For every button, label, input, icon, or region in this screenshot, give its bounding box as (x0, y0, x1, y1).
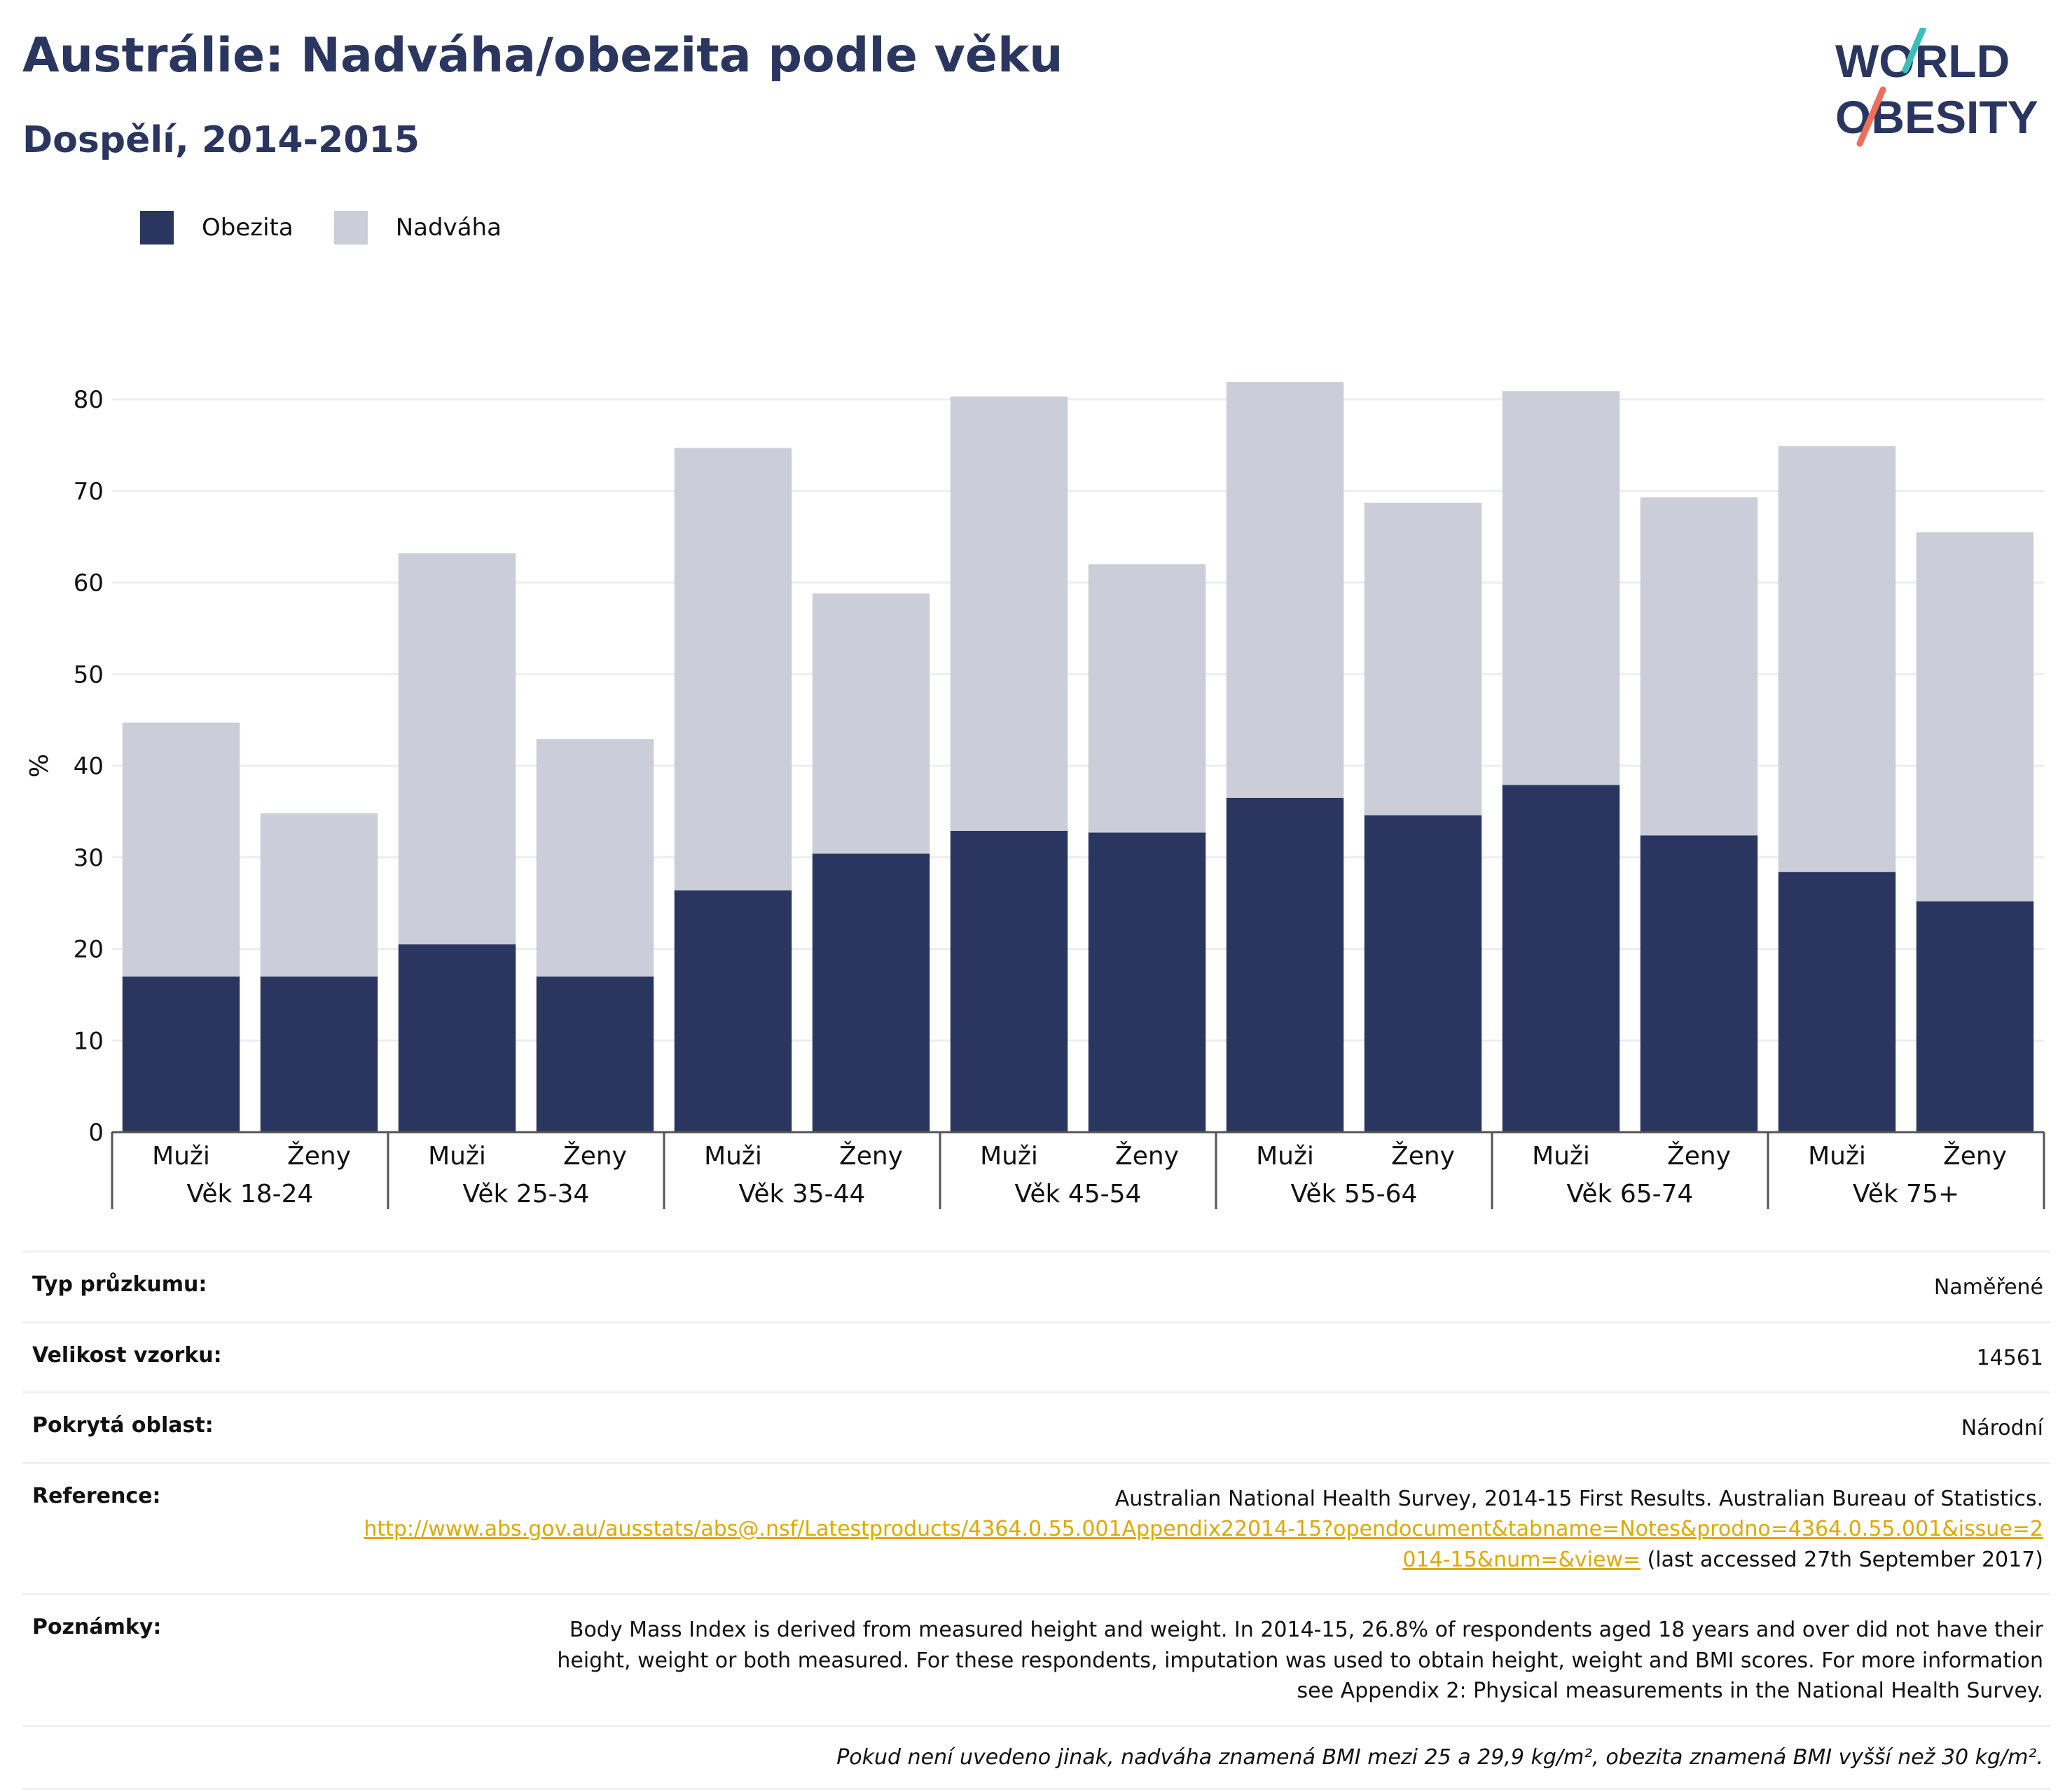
sample-size-value: 14561 (1976, 1345, 2043, 1370)
reference-link[interactable]: http://www.abs.gov.au/ausstats/abs@.nsf/… (364, 1517, 2043, 1572)
y-tick-label: 0 (88, 1119, 104, 1147)
bar-obesity (260, 976, 378, 1132)
bar-obesity (950, 830, 1068, 1132)
coverage-label: Pokrytá oblast: (32, 1413, 214, 1438)
page-title: Austrálie: Nadváha/obezita podle věku (22, 28, 1063, 83)
bar-overweight (812, 593, 930, 854)
legend-label-overweight: Nadváha (395, 214, 502, 242)
logo-coral-stroke (1856, 86, 1886, 147)
y-tick-label: 60 (74, 570, 104, 598)
y-tick-label: 70 (74, 478, 104, 506)
info-row-notes: Poznámky: Body Mass Index is derived fro… (22, 1593, 2050, 1725)
x-tick-label: Ženy (1667, 1141, 1731, 1171)
notes-value: Body Mass Index is derived from measured… (557, 1618, 2043, 1703)
notes-label: Poznámky: (32, 1615, 162, 1639)
group-label: Věk 55-64 (1291, 1180, 1418, 1209)
bar-obesity (674, 890, 792, 1132)
logo-line1: WORLD (1835, 35, 2010, 87)
legend-swatch-obesity (140, 211, 174, 245)
bar-obesity (812, 853, 930, 1132)
bar-obesity (1778, 872, 1896, 1132)
bmi-footnote: Pokud není uvedeno jinak, nadváha znamen… (22, 1724, 2050, 1790)
bar-overweight (1226, 382, 1344, 798)
group-label: Věk 65-74 (1567, 1180, 1694, 1209)
x-tick-label: Ženy (287, 1141, 351, 1171)
reference-value: Australian National Health Survey, 2014-… (362, 1484, 2043, 1576)
y-tick-label: 30 (74, 844, 104, 872)
chart-legend: Obezita Nadváha (140, 210, 542, 245)
x-tick-label: Muži (1256, 1142, 1314, 1171)
bar-overweight (1088, 564, 1206, 833)
y-tick-label: 20 (74, 936, 104, 964)
legend-item-overweight: Nadváha (333, 211, 502, 245)
x-tick-label: Muži (980, 1142, 1038, 1171)
reference-text: Australian National Health Survey, 2014-… (1114, 1486, 2043, 1511)
info-row-survey-type: Typ průzkumu: Naměřené (22, 1251, 2050, 1321)
sample-size-label: Velikost vzorku: (32, 1342, 222, 1368)
y-tick-label: 40 (74, 752, 104, 780)
bar-overweight (1364, 502, 1482, 815)
bar-overweight (122, 722, 240, 977)
bar-obesity (1916, 901, 2034, 1132)
bar-obesity (1088, 832, 1206, 1132)
stacked-bar-chart: 0 10 20 30 40 50 60 70 80% Muži Ženy Muži Ženy Muži Že… (25, 382, 2045, 1209)
legend-label-obesity: Obezita (202, 214, 293, 242)
bar-overweight (1502, 391, 1620, 785)
x-tick-label: Ženy (563, 1141, 627, 1171)
bar-overweight (950, 397, 1068, 831)
group-label: Věk 45-54 (1015, 1180, 1142, 1209)
group-label: Věk 75+ (1853, 1180, 1959, 1209)
info-row-sample-size: Velikost vzorku: 14561 (22, 1321, 2050, 1392)
y-axis-label: % (25, 754, 54, 778)
legend-item-obesity: Obezita (140, 211, 293, 245)
group-label: Věk 35-44 (739, 1180, 866, 1209)
x-tick-label: Ženy (1115, 1141, 1179, 1171)
x-tick-label: Ženy (1391, 1141, 1455, 1171)
y-tick-label: 10 (74, 1027, 104, 1055)
logo-teal-stroke (1902, 28, 1926, 74)
bar-obesity (398, 944, 516, 1132)
y-tick-label: 50 (74, 661, 104, 689)
bar-obesity (1226, 797, 1344, 1132)
world-obesity-logo: WORLD OBESITY (1835, 28, 2038, 147)
reference-link-line: http://www.abs.gov.au/ausstats/abs@.nsf/… (362, 1514, 2043, 1575)
bar-obesity (122, 976, 240, 1132)
survey-type-value: Naměřené (1933, 1275, 2043, 1300)
survey-info-table: Typ průzkumu: Naměřené Velikost vzorku: … (22, 1251, 2050, 1790)
x-tick-label: Muži (428, 1142, 486, 1171)
bar-overweight (1778, 446, 1896, 872)
y-tick-label: 80 (74, 386, 104, 414)
bar-obesity (1502, 785, 1620, 1132)
x-tick-label: Muži (1808, 1142, 1866, 1171)
x-tick-label: Muži (704, 1142, 762, 1171)
bar-overweight (398, 553, 516, 944)
bar-overweight (674, 448, 792, 890)
coverage-value: Národní (1961, 1416, 2043, 1440)
page-subtitle: Dospělí, 2014-2015 (22, 119, 420, 161)
x-tick-label: Muži (1532, 1142, 1590, 1171)
group-label: Věk 18-24 (187, 1180, 314, 1209)
bar-overweight (260, 813, 378, 977)
x-tick-label: Ženy (839, 1141, 903, 1171)
x-tick-label: Muži (152, 1142, 210, 1171)
bar-obesity (1364, 815, 1482, 1132)
survey-type-label: Typ průzkumu: (32, 1272, 207, 1297)
info-row-reference: Reference: Australian National Health Su… (22, 1461, 2050, 1594)
x-tick-label: Ženy (1943, 1141, 2007, 1171)
bar-overweight (1916, 532, 2034, 902)
bar-obesity (1640, 835, 1758, 1132)
reference-accessed: (last accessed 27th September 2017) (1647, 1547, 2043, 1572)
reference-label: Reference: (32, 1483, 161, 1508)
bar-obesity (536, 976, 654, 1132)
bar-overweight (1640, 497, 1758, 836)
group-label: Věk 25-34 (463, 1180, 590, 1209)
info-row-coverage: Pokrytá oblast: Národní (22, 1391, 2050, 1462)
legend-swatch-overweight (333, 211, 368, 245)
bar-overweight (536, 739, 654, 977)
